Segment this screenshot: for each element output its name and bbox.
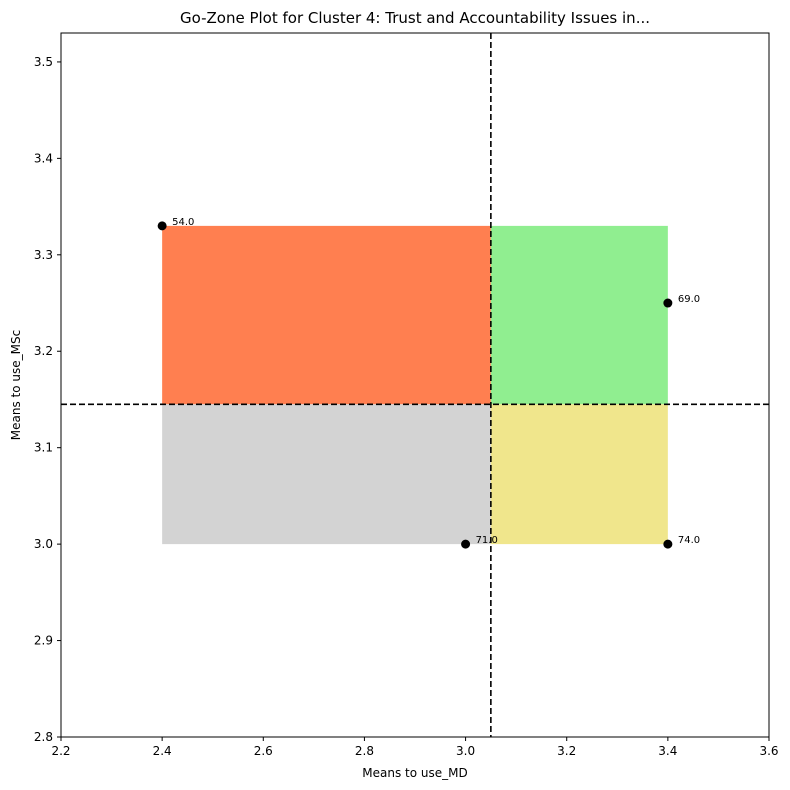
x-tick-label: 3.0 — [456, 744, 475, 758]
x-tick-label: 3.4 — [658, 744, 677, 758]
y-tick-label: 2.9 — [34, 634, 53, 648]
point-label: 69.0 — [678, 294, 700, 305]
zone-upper-left — [162, 225, 491, 405]
data-point — [663, 298, 673, 308]
data-points: 54.0 69.0 71.0 74.0 — [157, 217, 700, 549]
x-tick-label: 3.2 — [557, 744, 576, 758]
chart-title: Go-Zone Plot for Cluster 4: Trust and Ac… — [180, 9, 650, 27]
y-tick-label: 3.4 — [34, 151, 53, 165]
data-point — [663, 539, 673, 549]
x-tick-label: 2.6 — [254, 744, 273, 758]
x-axis-label: Means to use_MD — [362, 766, 467, 780]
point-label: 54.0 — [172, 217, 194, 228]
y-tick-label: 3.1 — [34, 441, 53, 455]
zone-lower-left — [162, 404, 491, 545]
x-tick-label: 2.2 — [51, 744, 70, 758]
y-tick-label: 3.5 — [34, 55, 53, 69]
zone-upper-right — [490, 225, 668, 405]
zone-lower-right — [490, 404, 668, 545]
data-point — [461, 539, 471, 549]
plot-frame — [60, 32, 770, 738]
data-point — [157, 221, 167, 231]
y-tick-label: 3.3 — [34, 248, 53, 262]
y-axis-label: Means to use_MSc — [9, 330, 23, 440]
y-tick-label: 3.0 — [34, 537, 53, 551]
x-tick-label: 2.4 — [153, 744, 172, 758]
y-tick-label: 2.8 — [34, 730, 53, 744]
y-tick-label: 3.2 — [34, 344, 53, 358]
axis-ticks: 2.2 2.4 2.6 2.8 3.0 3.2 3.4 3.6 2.8 2.9 3.0 3.1 3.2 3… — [34, 55, 779, 758]
x-tick-label: 2.8 — [355, 744, 374, 758]
point-label: 74.0 — [678, 535, 700, 546]
point-label: 71.0 — [476, 535, 498, 546]
quadrant-zones — [162, 225, 668, 545]
mean-lines — [61, 33, 769, 737]
x-tick-label: 3.6 — [759, 744, 778, 758]
